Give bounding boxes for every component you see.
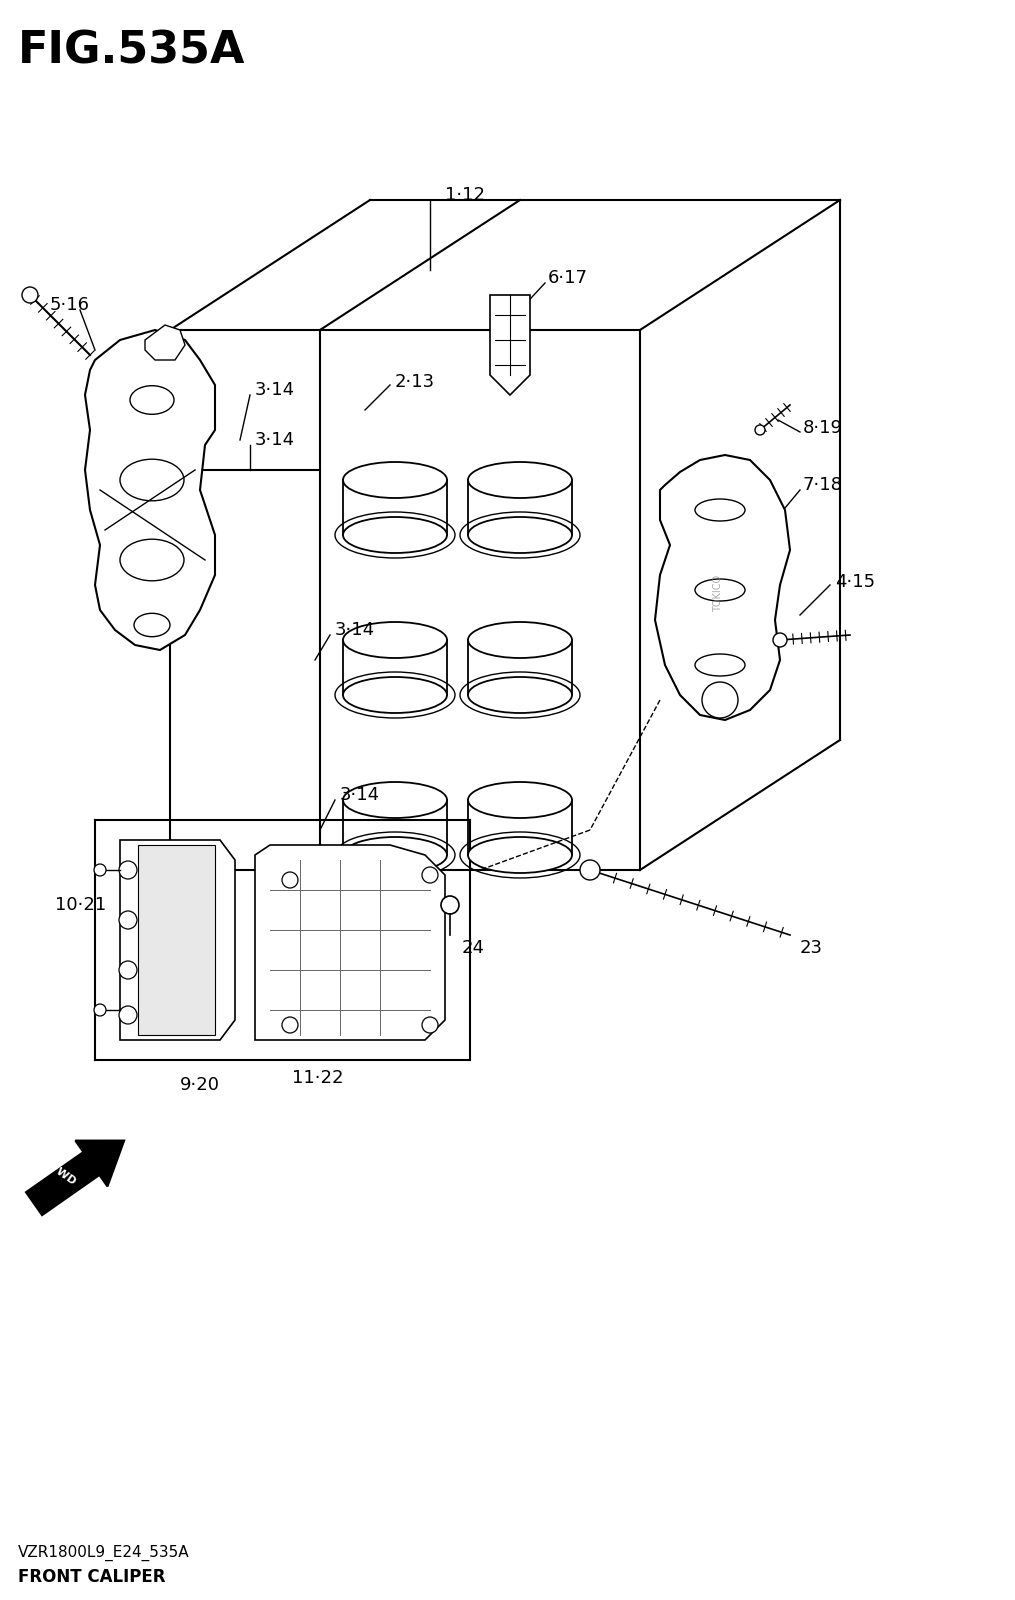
Polygon shape <box>255 845 445 1040</box>
Ellipse shape <box>468 622 572 658</box>
Text: 1·12: 1·12 <box>445 186 485 203</box>
Ellipse shape <box>695 499 745 522</box>
Polygon shape <box>145 325 185 360</box>
Text: 23: 23 <box>800 939 823 957</box>
Circle shape <box>94 864 106 877</box>
Circle shape <box>422 867 438 883</box>
Text: 2·13: 2·13 <box>395 373 435 390</box>
Circle shape <box>441 896 459 914</box>
Text: TOKICO: TOKICO <box>713 574 723 611</box>
Ellipse shape <box>120 459 184 501</box>
Text: 4·15: 4·15 <box>835 573 875 590</box>
Circle shape <box>119 910 137 930</box>
Ellipse shape <box>468 462 572 498</box>
Text: FWD: FWD <box>49 1163 78 1187</box>
Polygon shape <box>85 330 215 650</box>
Ellipse shape <box>130 386 174 414</box>
Ellipse shape <box>468 677 572 714</box>
Ellipse shape <box>695 654 745 675</box>
Circle shape <box>119 1006 137 1024</box>
Text: 9·20: 9·20 <box>180 1075 220 1094</box>
Circle shape <box>282 872 298 888</box>
Ellipse shape <box>120 539 184 581</box>
Ellipse shape <box>468 517 572 554</box>
Polygon shape <box>490 294 530 395</box>
Text: 8·19: 8·19 <box>803 419 843 437</box>
Ellipse shape <box>343 622 447 658</box>
Circle shape <box>580 861 600 880</box>
Text: 3·14: 3·14 <box>255 430 295 450</box>
Circle shape <box>282 1018 298 1034</box>
Polygon shape <box>26 1141 124 1214</box>
Text: 3·14: 3·14 <box>340 786 381 803</box>
Circle shape <box>773 634 787 646</box>
Text: FRONT CALIPER: FRONT CALIPER <box>18 1568 165 1586</box>
Text: 24: 24 <box>462 939 485 957</box>
Circle shape <box>119 962 137 979</box>
Text: 5·16: 5·16 <box>50 296 90 314</box>
Circle shape <box>119 861 137 878</box>
Polygon shape <box>138 845 215 1035</box>
Polygon shape <box>120 840 235 1040</box>
Circle shape <box>702 682 738 718</box>
Circle shape <box>94 1005 106 1016</box>
Circle shape <box>22 286 38 302</box>
Circle shape <box>755 426 765 435</box>
Text: 11·22: 11·22 <box>292 1069 344 1086</box>
Ellipse shape <box>343 462 447 498</box>
Ellipse shape <box>343 517 447 554</box>
Ellipse shape <box>134 613 170 637</box>
Text: 3·14: 3·14 <box>255 381 295 398</box>
Ellipse shape <box>468 782 572 818</box>
Ellipse shape <box>343 782 447 818</box>
Ellipse shape <box>343 837 447 874</box>
Ellipse shape <box>343 677 447 714</box>
Text: 3·14: 3·14 <box>335 621 376 638</box>
Text: VZR1800L9_E24_535A: VZR1800L9_E24_535A <box>18 1546 190 1562</box>
Circle shape <box>422 1018 438 1034</box>
Text: 10·21: 10·21 <box>55 896 107 914</box>
Text: 7·18: 7·18 <box>803 477 843 494</box>
Polygon shape <box>655 454 790 720</box>
Ellipse shape <box>468 837 572 874</box>
Ellipse shape <box>695 579 745 602</box>
Text: FIG.535A: FIG.535A <box>18 30 246 74</box>
Text: 6·17: 6·17 <box>548 269 588 286</box>
